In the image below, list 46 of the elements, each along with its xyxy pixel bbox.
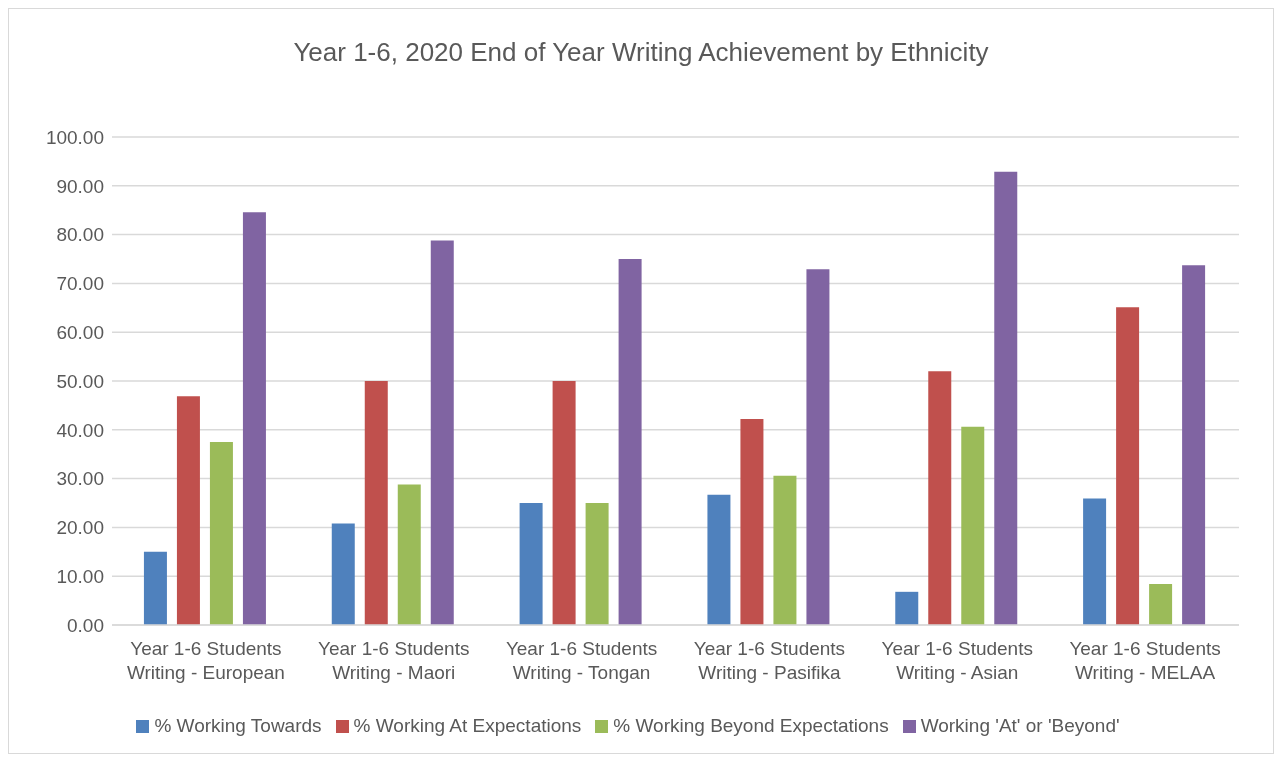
bar <box>209 442 233 625</box>
y-tick-label: 30.00 <box>56 468 104 490</box>
bar <box>1083 498 1107 625</box>
bar <box>707 494 731 625</box>
y-tick-label: 80.00 <box>56 224 104 246</box>
x-tick-label: Year 1-6 Students Writing - Pasifika <box>693 638 846 683</box>
bar <box>397 484 421 625</box>
chart-title: Year 1-6, 2020 End of Year Writing Achievement by Ethnicity <box>292 36 990 69</box>
bar <box>1116 307 1140 625</box>
x-tick-label: Year 1-6 Students Writing - Tongan <box>505 638 658 683</box>
y-tick-label: 70.00 <box>56 273 104 295</box>
bar <box>242 212 266 625</box>
y-tick-label: 40.00 <box>56 419 104 441</box>
bar <box>928 371 952 625</box>
bar <box>430 240 454 625</box>
x-tick-label: Year 1-6 Students Writing - Asian <box>881 638 1033 683</box>
bar <box>519 503 543 625</box>
legend-label: % Working At Expectations <box>353 715 582 737</box>
y-tick-label: 90.00 <box>56 175 104 197</box>
bar <box>773 475 797 625</box>
bar <box>806 269 830 625</box>
bar <box>1149 584 1173 625</box>
legend-label: % Working Beyond Expectations <box>613 715 889 737</box>
y-tick-label: 60.00 <box>56 321 104 343</box>
bar <box>364 381 388 625</box>
x-tick-label: Year 1-6 Students Writing - European <box>126 638 285 683</box>
x-tick-label: Year 1-6 Students Writing - MELAA <box>1069 638 1221 683</box>
bar <box>176 396 200 625</box>
y-tick-label: 20.00 <box>56 517 104 539</box>
bar <box>740 419 764 625</box>
x-tick-label: Year 1-6 Students Writing - Maori <box>318 638 470 683</box>
y-tick-label: 50.00 <box>56 370 104 392</box>
bar <box>1182 265 1206 625</box>
bar <box>552 381 576 625</box>
y-tick-label: 10.00 <box>56 565 104 587</box>
y-tick-label: 0.00 <box>67 614 104 636</box>
bar <box>143 551 167 625</box>
bar <box>961 426 985 625</box>
bar <box>618 259 642 625</box>
legend-label: % Working Towards <box>154 715 322 737</box>
legend-label: Working 'At' or 'Beyond' <box>920 715 1120 737</box>
bar <box>331 523 355 625</box>
bar <box>994 171 1018 625</box>
y-tick-label: 100.00 <box>45 126 104 148</box>
bar <box>585 503 609 625</box>
bar <box>895 591 919 625</box>
